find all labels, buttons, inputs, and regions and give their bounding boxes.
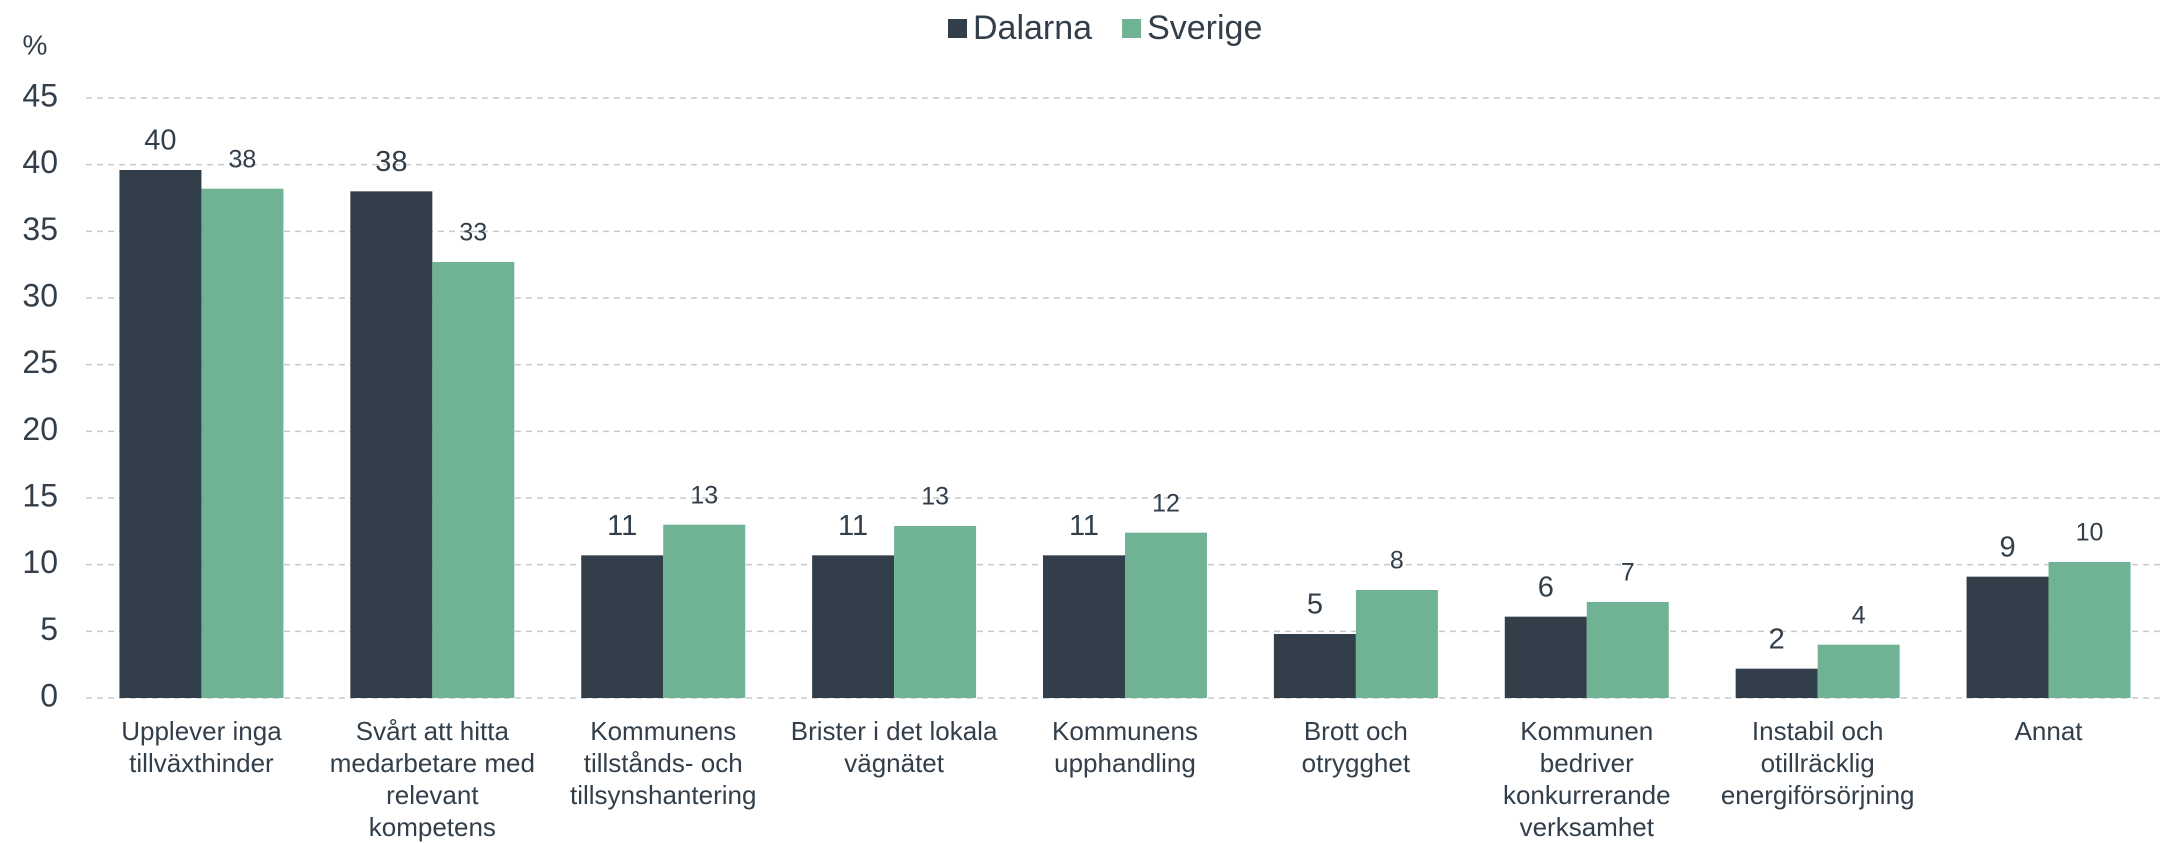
data-label: 4 bbox=[1852, 601, 1866, 629]
data-label: 11 bbox=[838, 510, 868, 542]
bar bbox=[1504, 616, 1587, 698]
y-tick-label: 25 bbox=[22, 344, 58, 380]
bar bbox=[812, 555, 895, 698]
bar bbox=[1355, 590, 1438, 698]
bar bbox=[1586, 602, 1669, 698]
bar bbox=[201, 188, 284, 698]
legend-swatch bbox=[948, 19, 967, 38]
x-tick-label: Brott och otrygghet bbox=[1302, 716, 1411, 778]
data-label: 13 bbox=[690, 481, 718, 509]
data-label: 38 bbox=[375, 146, 407, 178]
legend-swatch bbox=[1122, 19, 1142, 38]
y-tick-label: 40 bbox=[22, 144, 58, 180]
legend-label: Dalarna bbox=[973, 9, 1092, 47]
y-tick-label: 15 bbox=[22, 477, 58, 513]
bar bbox=[1125, 532, 1207, 698]
bar bbox=[432, 262, 515, 698]
bar bbox=[2048, 562, 2131, 698]
bar bbox=[1043, 555, 1125, 698]
y-tick-label: 0 bbox=[40, 677, 58, 713]
x-tick-label: Kommunen bedriver konkurrerande verksamhet bbox=[1503, 716, 1671, 842]
x-tick-label: Kommunens tillstånds- och tillsynshanterin… bbox=[570, 716, 756, 810]
data-label: 9 bbox=[1999, 531, 2015, 563]
data-label: 8 bbox=[1390, 547, 1404, 575]
x-tick-label: Upplever inga tillväxthinder bbox=[121, 716, 282, 778]
x-tick-label: Annat bbox=[2015, 716, 2084, 746]
legend-label: Sverige bbox=[1147, 9, 1262, 47]
data-label: 13 bbox=[921, 483, 949, 511]
bar bbox=[1273, 634, 1356, 698]
y-tick-label: 10 bbox=[22, 544, 58, 580]
y-axis-unit: % bbox=[23, 29, 48, 60]
bar bbox=[350, 191, 433, 699]
y-tick-label: 35 bbox=[22, 211, 58, 247]
bar bbox=[119, 170, 202, 698]
data-label: 10 bbox=[2076, 519, 2104, 547]
data-label: 40 bbox=[144, 125, 176, 157]
bar bbox=[894, 526, 977, 698]
data-label: 5 bbox=[1307, 589, 1323, 621]
data-label: 11 bbox=[1069, 510, 1099, 542]
data-label: 11 bbox=[607, 510, 637, 542]
data-label: 12 bbox=[1152, 489, 1180, 517]
bar bbox=[1966, 576, 2049, 698]
data-label: 2 bbox=[1769, 623, 1785, 655]
bar bbox=[1735, 668, 1818, 698]
data-label: 6 bbox=[1538, 571, 1554, 603]
x-tick-label: Brister i det lokala vägnätet bbox=[791, 716, 998, 778]
bar bbox=[581, 555, 664, 698]
y-tick-label: 45 bbox=[22, 77, 58, 113]
x-tick-label: Svårt att hitta medarbetare med relevant ko… bbox=[330, 716, 535, 842]
data-label: 33 bbox=[459, 219, 487, 247]
y-tick-label: 20 bbox=[22, 411, 58, 447]
y-tick-label: 30 bbox=[22, 277, 58, 313]
x-tick-label: Instabil och otillräcklig energiförsörjnin… bbox=[1721, 716, 1915, 810]
bar bbox=[663, 524, 746, 698]
bar bbox=[1817, 644, 1900, 698]
y-tick-label: 5 bbox=[40, 611, 58, 647]
data-label: 38 bbox=[229, 145, 257, 173]
data-label: 7 bbox=[1621, 559, 1635, 587]
x-tick-label: Kommunens upphandling bbox=[1052, 716, 1198, 778]
